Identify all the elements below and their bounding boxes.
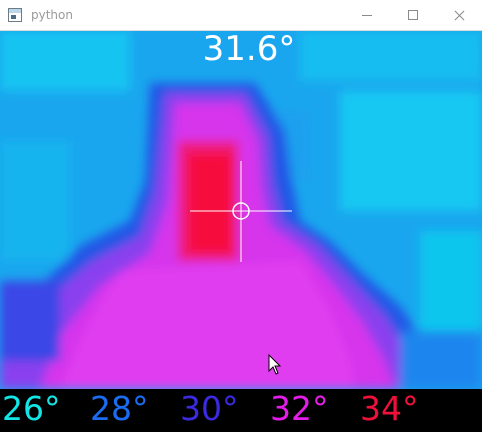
maximize-icon[interactable] — [390, 0, 436, 31]
window-title: python — [31, 8, 73, 22]
thermal-camera-view: 31.6° — [0, 31, 482, 389]
title-bar[interactable]: python — [0, 0, 482, 31]
crosshair-icon — [190, 161, 292, 262]
center-temperature-readout: 31.6° — [202, 31, 296, 69]
minimize-icon[interactable] — [344, 0, 390, 31]
scale-label-30: 30° — [180, 389, 239, 428]
scale-label-28: 28° — [90, 389, 149, 428]
scale-label-32: 32° — [270, 389, 329, 428]
close-icon[interactable] — [436, 0, 482, 31]
mouse-pointer-icon — [268, 354, 282, 375]
scale-label-26: 26° — [2, 389, 61, 428]
thermal-heatmap — [0, 31, 482, 389]
app-window-icon — [8, 8, 22, 22]
temperature-scale-legend: 26° 28° 30° 32° 34° — [0, 389, 482, 432]
scale-label-34: 34° — [360, 389, 419, 428]
